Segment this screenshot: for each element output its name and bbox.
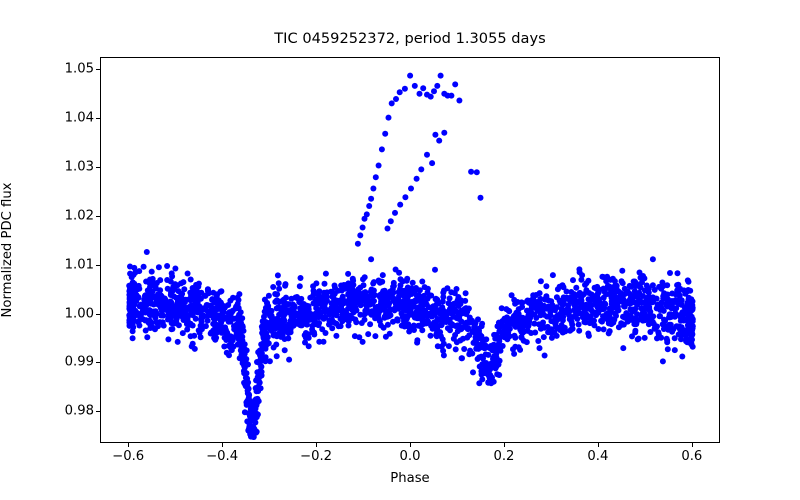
x-tick-mark — [316, 443, 318, 447]
y-tick-mark — [96, 215, 100, 217]
scatter-points-layer — [126, 72, 696, 440]
x-tick-mark — [410, 443, 411, 447]
x-tick-label: −0.4 — [206, 449, 239, 464]
y-tick-mark — [96, 264, 100, 266]
y-tick-mark — [96, 69, 100, 71]
y-tick-label: 0.99 — [64, 354, 94, 370]
y-tick-label: 1.01 — [64, 257, 94, 273]
x-tick-mark — [222, 443, 224, 447]
x-tick-label: 0.2 — [493, 449, 515, 464]
y-tick-label: 0.98 — [64, 403, 94, 419]
y-tick-label: 1.02 — [64, 208, 94, 224]
x-tick-mark — [128, 443, 130, 447]
x-tick-label: 0.6 — [681, 449, 703, 464]
y-tick-label: 1.00 — [64, 306, 94, 322]
y-tick-label: 1.03 — [64, 159, 94, 175]
x-tick-mark — [503, 443, 505, 447]
x-tick-label: 0.0 — [399, 449, 421, 464]
x-axis-label: Phase — [390, 471, 430, 486]
y-tick-label: 1.05 — [64, 61, 94, 77]
y-tick-mark — [96, 411, 100, 413]
y-axis-label: Normalized PDC flux — [0, 183, 15, 318]
y-tick-label: 1.04 — [64, 110, 94, 126]
x-tick-label: −0.2 — [300, 449, 333, 464]
y-tick-mark — [96, 118, 100, 120]
y-tick-mark — [96, 166, 100, 168]
chart-title: TIC 0459252372, period 1.3055 days — [274, 30, 546, 47]
x-tick-label: 0.4 — [587, 449, 609, 464]
y-tick-mark — [96, 313, 100, 315]
plot-axes-area — [100, 57, 720, 443]
x-tick-label: −0.6 — [112, 449, 145, 464]
x-tick-mark — [597, 443, 599, 447]
y-tick-mark — [96, 362, 100, 364]
x-tick-mark — [691, 443, 693, 447]
y-axis-label-text: Normalized PDC flux — [0, 182, 15, 318]
